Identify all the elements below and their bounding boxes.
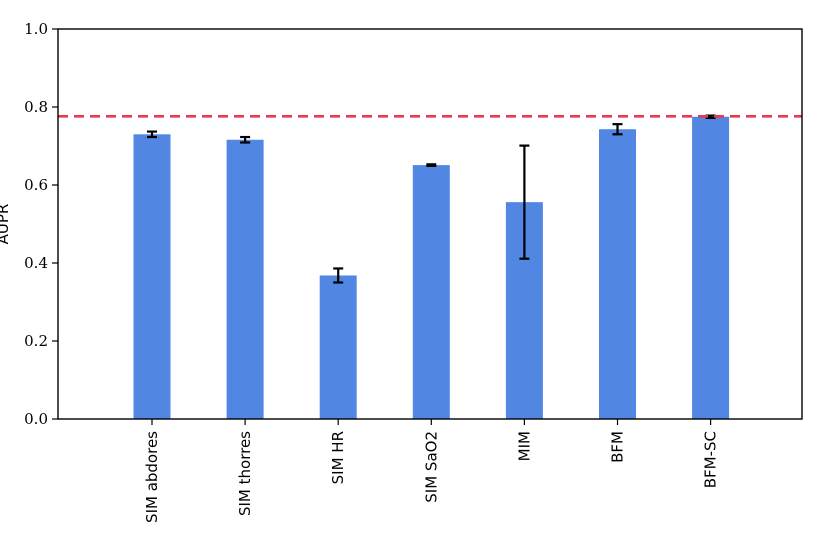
- bar: [599, 129, 636, 420]
- error-bar: [147, 130, 157, 139]
- error-bar: [519, 144, 530, 260]
- error-bar: [240, 135, 251, 144]
- y-axis-label: AUPR: [0, 204, 12, 245]
- y-tick-label: 0.8: [24, 98, 48, 116]
- bar: [226, 139, 264, 419]
- plot-frame: [57, 28, 803, 420]
- error-bar: [426, 163, 437, 167]
- x-tick-label: SIM SaO2: [422, 431, 440, 503]
- error-bars-layer: [147, 114, 716, 284]
- bar: [692, 116, 730, 419]
- y-tick-label: 0.4: [24, 254, 48, 272]
- x-tick-label: MIM: [515, 431, 533, 461]
- y-tick-label: 0.0: [24, 410, 48, 428]
- y-axis: 0.0 0.2 0.4 0.6 0.8 1.0: [24, 20, 58, 428]
- error-bar: [333, 267, 344, 284]
- bar: [319, 275, 357, 419]
- x-tick-label: SIM HR: [329, 431, 347, 484]
- y-tick-label: 0.6: [24, 176, 48, 194]
- y-tick-label: 0.2: [24, 332, 48, 350]
- x-tick-label: SIM abdores: [143, 431, 161, 523]
- x-tick-label: BFM-SC: [702, 431, 720, 488]
- x-tick-label: SIM thorres: [236, 431, 254, 516]
- y-tick-label: 1.0: [24, 20, 48, 38]
- bars-layer: [133, 116, 730, 420]
- error-bar: [612, 123, 623, 136]
- x-axis: SIM abdores SIM thorres SIM HR SIM SaO2 MIM B…: [143, 419, 720, 523]
- bar: [133, 134, 171, 420]
- bar: [412, 165, 450, 419]
- x-tick-label: BFM: [609, 431, 627, 463]
